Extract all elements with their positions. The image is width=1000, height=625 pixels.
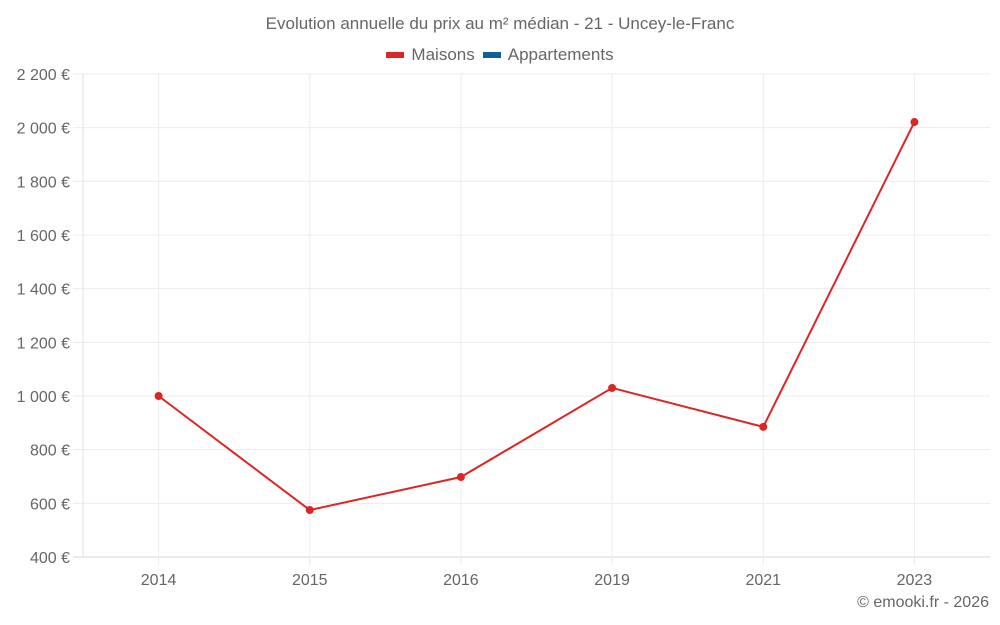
y-tick-label: 2 200 € [17, 67, 70, 84]
y-tick-label: 2 000 € [17, 121, 70, 138]
y-tick-label: 800 € [30, 443, 70, 460]
data-point[interactable] [910, 118, 919, 127]
x-tick-label: 2014 [141, 572, 177, 589]
legend-label-appartements: Appartements [507, 45, 614, 64]
legend-item-appartements[interactable]: Appartements [482, 45, 614, 65]
y-tick-label: 1 800 € [17, 174, 70, 191]
y-tick-label: 1 400 € [17, 282, 70, 299]
chart-legend: Maisons Appartements [0, 45, 1000, 65]
x-tick-label: 2015 [292, 572, 328, 589]
legend-label-maisons: Maisons [411, 45, 475, 64]
data-point[interactable] [608, 383, 617, 392]
x-tick-label: 2019 [594, 572, 630, 589]
data-point[interactable] [759, 422, 768, 431]
y-tick-label: 1 600 € [17, 228, 70, 245]
data-point[interactable] [154, 392, 163, 400]
chart-title: Evolution annuelle du prix au m² médian … [265, 14, 735, 33]
y-tick-label: 1 000 € [17, 389, 70, 406]
series-line-maisons [157, 121, 916, 512]
legend-swatch-maisons-icon [386, 52, 405, 58]
data-point[interactable] [456, 473, 465, 482]
data-point[interactable] [305, 506, 314, 515]
y-tick-label: 400 € [30, 550, 70, 567]
y-tick-label: 600 € [30, 496, 70, 513]
x-tick-label: 2023 [897, 572, 933, 589]
x-tick-label: 2021 [745, 572, 781, 589]
y-tick-label: 1 200 € [17, 335, 70, 352]
legend-swatch-appartements-icon [482, 52, 501, 58]
legend-item-maisons[interactable]: Maisons [386, 45, 475, 65]
credit-text: © emooki.fr - 2026 [857, 594, 989, 611]
x-tick-label: 2016 [443, 572, 479, 589]
